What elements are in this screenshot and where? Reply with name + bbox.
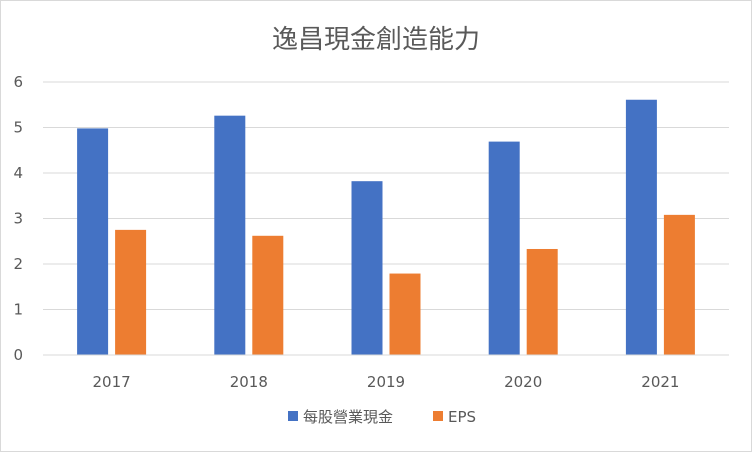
x-tick-label: 2021 xyxy=(641,373,679,391)
bar-cash-per-share-2019 xyxy=(351,181,383,355)
legend: 每股營業現金 EPS xyxy=(288,408,476,426)
y-tick-label: 0 xyxy=(13,346,23,364)
chart-title: 逸昌現金創造能力 xyxy=(272,25,480,55)
y-tick-label: 2 xyxy=(13,255,23,273)
y-tick-label: 1 xyxy=(13,301,23,319)
legend-label: 每股營業現金 xyxy=(303,408,393,426)
x-tick-label: 2020 xyxy=(504,373,542,391)
bar-eps-2018 xyxy=(252,235,284,355)
x-tick-label: 2019 xyxy=(367,373,405,391)
bar-cash-per-share-2017 xyxy=(77,128,109,355)
legend-swatch xyxy=(288,411,298,421)
y-tick-label: 4 xyxy=(13,164,23,182)
gridlines xyxy=(43,81,729,356)
x-axis: 2017 2018 2019 2020 2021 xyxy=(43,354,729,391)
bar-cash-per-share-2021 xyxy=(625,99,657,356)
y-tick-label: 5 xyxy=(13,119,23,137)
bars xyxy=(77,99,695,356)
x-tick-label: 2018 xyxy=(230,373,268,391)
bar-cash-per-share-2018 xyxy=(214,115,246,355)
legend-label: EPS xyxy=(448,408,476,426)
bar-cash-per-share-2020 xyxy=(488,141,520,355)
bar-eps-2019 xyxy=(389,273,421,355)
legend-swatch xyxy=(433,411,443,421)
bar-eps-2020 xyxy=(526,248,558,355)
bar-eps-2021 xyxy=(663,214,695,355)
y-tick-label: 3 xyxy=(13,210,23,228)
y-tick-label: 6 xyxy=(13,73,23,91)
bar-eps-2017 xyxy=(115,229,147,355)
y-axis: 0 1 2 3 4 5 6 xyxy=(13,73,23,364)
x-tick-label: 2017 xyxy=(93,373,131,391)
